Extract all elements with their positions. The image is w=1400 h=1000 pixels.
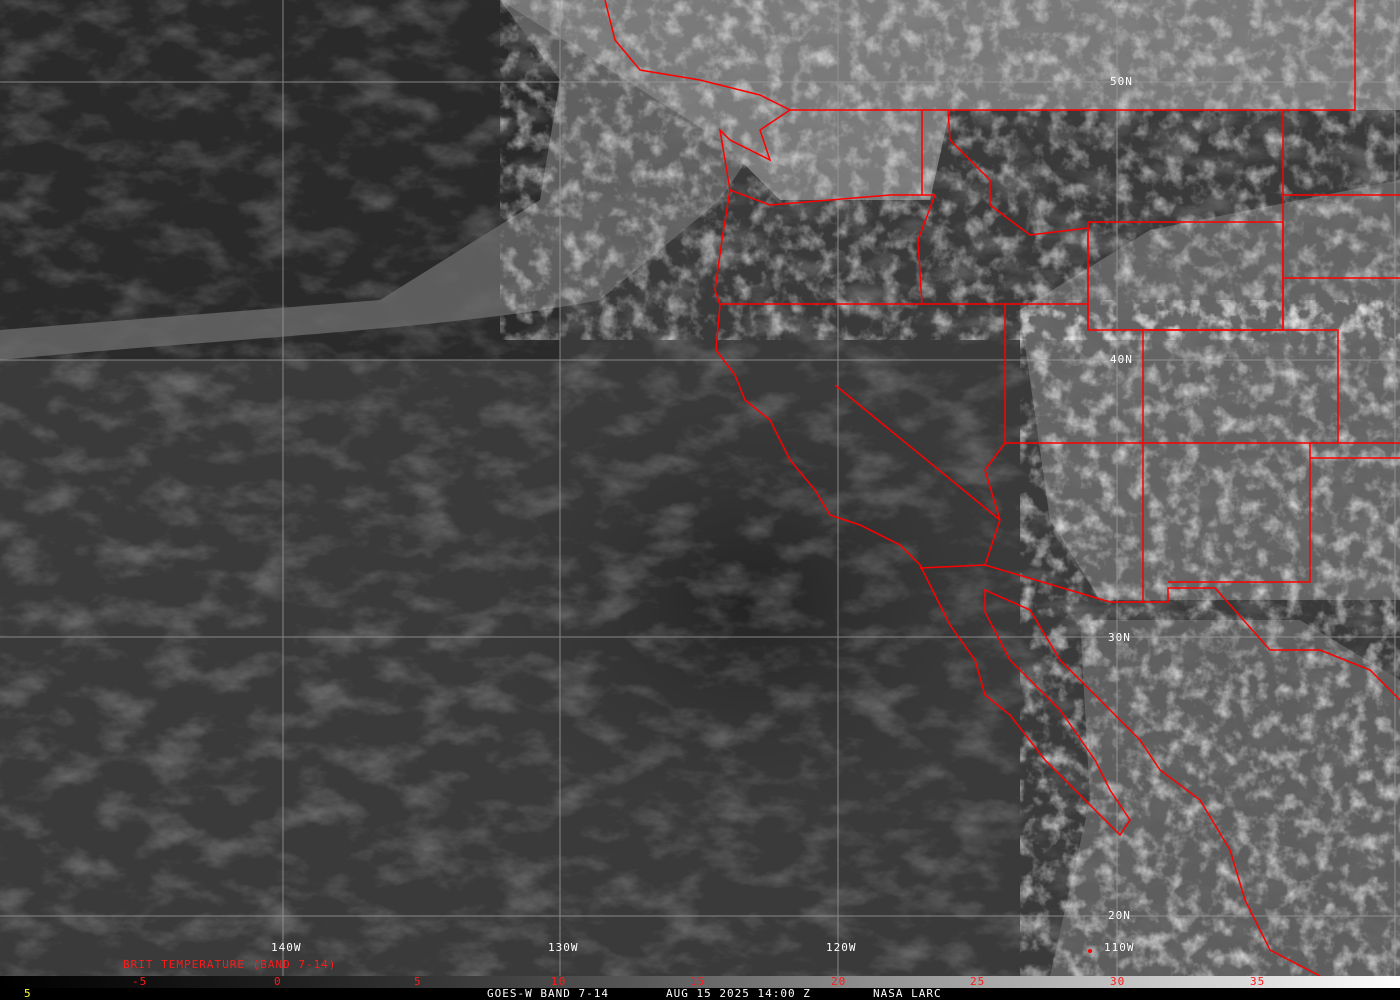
lat-label-20n: 20N (1108, 909, 1131, 922)
lon-label-130w: 130W (548, 941, 579, 954)
colorbar-tick: 15 (690, 975, 706, 988)
colorbar-tick: -5 (132, 975, 148, 988)
colorbar (0, 976, 1400, 988)
lon-label-110w: 110W (1104, 941, 1135, 954)
coastline (604, 0, 1321, 976)
colorbar-tick: 20 (831, 975, 847, 988)
lat-label-30n: 30N (1108, 631, 1131, 644)
lat-label-40n: 40N (1110, 353, 1133, 366)
footer-satellite: GOES-W BAND 7-14 (487, 987, 609, 1000)
footer-bar (0, 988, 1400, 1000)
colorbar-tick: 10 (551, 975, 567, 988)
colorbar-tick: 30 (1110, 975, 1126, 988)
footer-source: NASA LARC (873, 987, 942, 1000)
footer-left-value: 5 (24, 987, 32, 1000)
satellite-map (0, 0, 1400, 976)
colorbar-tick: 25 (970, 975, 986, 988)
political-borders (604, 0, 1400, 976)
colorbar-tick: 35 (1250, 975, 1266, 988)
footer-datetime: AUG 15 2025 14:00 Z (666, 987, 811, 1000)
cloud-detail (500, 0, 1400, 976)
colorbar-tick: 5 (414, 975, 422, 988)
lon-label-140w: 140W (271, 941, 302, 954)
colorbar-title: BRIT TEMPERATURE (BAND 7-14) (123, 958, 337, 971)
colorbar-tick: 0 (274, 975, 282, 988)
lat-label-50n: 50N (1110, 75, 1133, 88)
lon-label-120w: 120W (826, 941, 857, 954)
lat-lon-grid (0, 0, 1400, 976)
